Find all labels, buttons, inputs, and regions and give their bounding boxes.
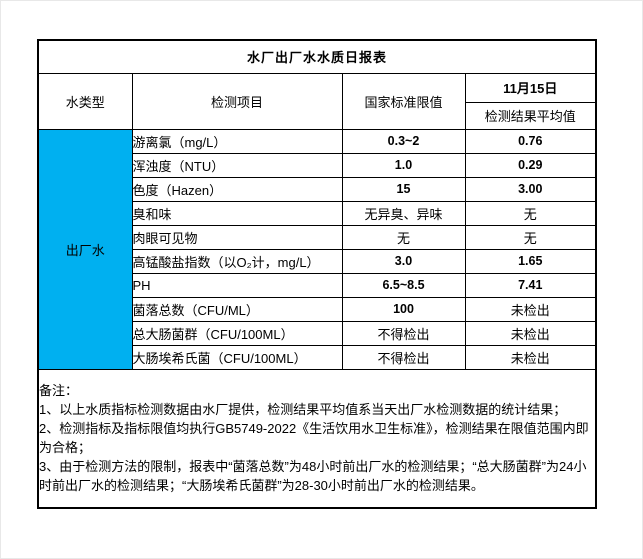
- water-quality-report-table: 水厂出厂水水质日报表 水类型 检测项目 国家标准限值 11月15日 检测结果平均…: [37, 39, 598, 509]
- table-row: 臭和味 无异臭、异味 无: [38, 200, 597, 226]
- table-row: 菌落总数（CFU/ML） 100 未检出: [38, 296, 597, 322]
- note-line-2: 2、检测指标及指标限值均执行GB5749-2022《生活饮用水卫生标准》，检测结…: [39, 421, 589, 456]
- table-row: 出厂水 游离氯（mg/L） 0.3~2 0.76: [37, 128, 597, 370]
- notes-section: 备注： 1、以上水质指标检测数据由水厂提供，检测结果平均值系当天出厂水检测数据的…: [37, 368, 597, 509]
- test-item-cell: 肉眼可见物: [131, 224, 343, 250]
- result-cell: 1.65: [464, 248, 597, 274]
- title-row: 水厂出厂水水质日报表: [37, 39, 597, 74]
- header-date: 11月15日: [464, 72, 597, 103]
- notes-label: 备注：: [39, 383, 79, 399]
- header-water-type: 水类型: [37, 72, 133, 130]
- test-item-cell: 臭和味: [131, 200, 343, 226]
- table-row: 大肠埃希氏菌（CFU/100ML） 不得检出 未检出: [38, 344, 597, 370]
- result-cell: 0.29: [464, 152, 597, 178]
- table-row: 肉眼可见物 无 无: [38, 224, 597, 250]
- test-item-cell: 大肠埃希氏菌（CFU/100ML）: [131, 344, 343, 370]
- limit-cell: 15: [341, 176, 466, 202]
- report-title: 水厂出厂水水质日报表: [37, 39, 597, 74]
- test-item-cell: PH: [131, 272, 343, 298]
- header-result-average: 检测结果平均值: [464, 101, 597, 130]
- test-item-cell: 游离氯（mg/L）: [131, 128, 343, 154]
- result-cell: 未检出: [464, 344, 597, 370]
- test-item-cell: 菌落总数（CFU/ML）: [131, 296, 343, 322]
- result-cell: 未检出: [464, 320, 597, 346]
- notes-row: 备注： 1、以上水质指标检测数据由水厂提供，检测结果平均值系当天出厂水检测数据的…: [37, 368, 597, 509]
- limit-cell: 1.0: [341, 152, 466, 178]
- table-row: 总大肠菌群（CFU/100ML） 不得检出 未检出: [38, 320, 597, 346]
- result-cell: 7.41: [464, 272, 597, 298]
- header-national-limit: 国家标准限值: [341, 72, 466, 130]
- table-row: 高锰酸盐指数（以O₂计，mg/L） 3.0 1.65: [38, 248, 597, 274]
- limit-cell: 100: [341, 296, 466, 322]
- header-test-item: 检测项目: [131, 72, 343, 130]
- limit-cell: 0.3~2: [341, 128, 466, 154]
- limit-cell: 3.0: [341, 248, 466, 274]
- result-cell: 无: [464, 200, 597, 226]
- test-item-cell: 高锰酸盐指数（以O₂计，mg/L）: [131, 248, 343, 274]
- result-cell: 0.76: [464, 128, 597, 154]
- limit-cell: 6.5~8.5: [341, 272, 466, 298]
- limit-cell: 无: [341, 224, 466, 250]
- table-row: 浑浊度（NTU） 1.0 0.29: [38, 152, 597, 178]
- result-cell: 3.00: [464, 176, 597, 202]
- limit-cell: 无异臭、异味: [341, 200, 466, 226]
- result-cell: 未检出: [464, 296, 597, 322]
- note-line-1: 1、以上水质指标检测数据由水厂提供，检测结果平均值系当天出厂水检测数据的统计结果…: [39, 402, 567, 418]
- note-line-3: 3、由于检测方法的限制，报表中“菌落总数”为48小时前出厂水的检测结果；“总大肠…: [39, 459, 587, 494]
- test-item-cell: 总大肠菌群（CFU/100ML）: [131, 320, 343, 346]
- test-item-cell: 浑浊度（NTU）: [131, 152, 343, 178]
- limit-cell: 不得检出: [341, 320, 466, 346]
- header-row: 水类型 检测项目 国家标准限值 11月15日: [37, 72, 597, 130]
- limit-cell: 不得检出: [341, 344, 466, 370]
- result-cell: 无: [464, 224, 597, 250]
- test-item-cell: 色度（Hazen）: [131, 176, 343, 202]
- water-type-value-cell: 出厂水: [37, 128, 133, 370]
